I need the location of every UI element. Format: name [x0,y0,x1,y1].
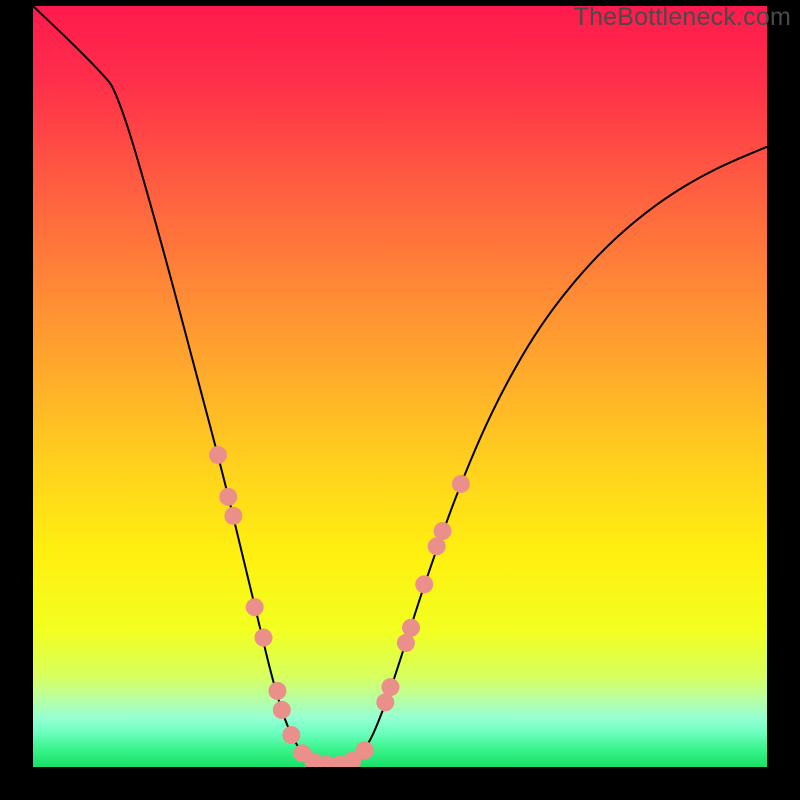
data-marker [254,629,272,647]
chart-frame: TheBottleneck.com [0,0,800,800]
watermark-text: TheBottleneck.com [574,3,791,32]
gradient-background [33,6,767,767]
data-marker [402,619,420,637]
data-marker [415,575,433,593]
data-marker [219,488,237,506]
data-marker [282,726,300,744]
data-marker [268,682,286,700]
data-marker [381,678,399,696]
data-marker [209,446,227,464]
data-marker [452,475,470,493]
data-marker [434,522,452,540]
data-marker [356,741,374,759]
data-marker [224,507,242,525]
bottleneck-curve-chart [33,6,767,767]
data-marker [273,701,291,719]
data-marker [246,598,264,616]
